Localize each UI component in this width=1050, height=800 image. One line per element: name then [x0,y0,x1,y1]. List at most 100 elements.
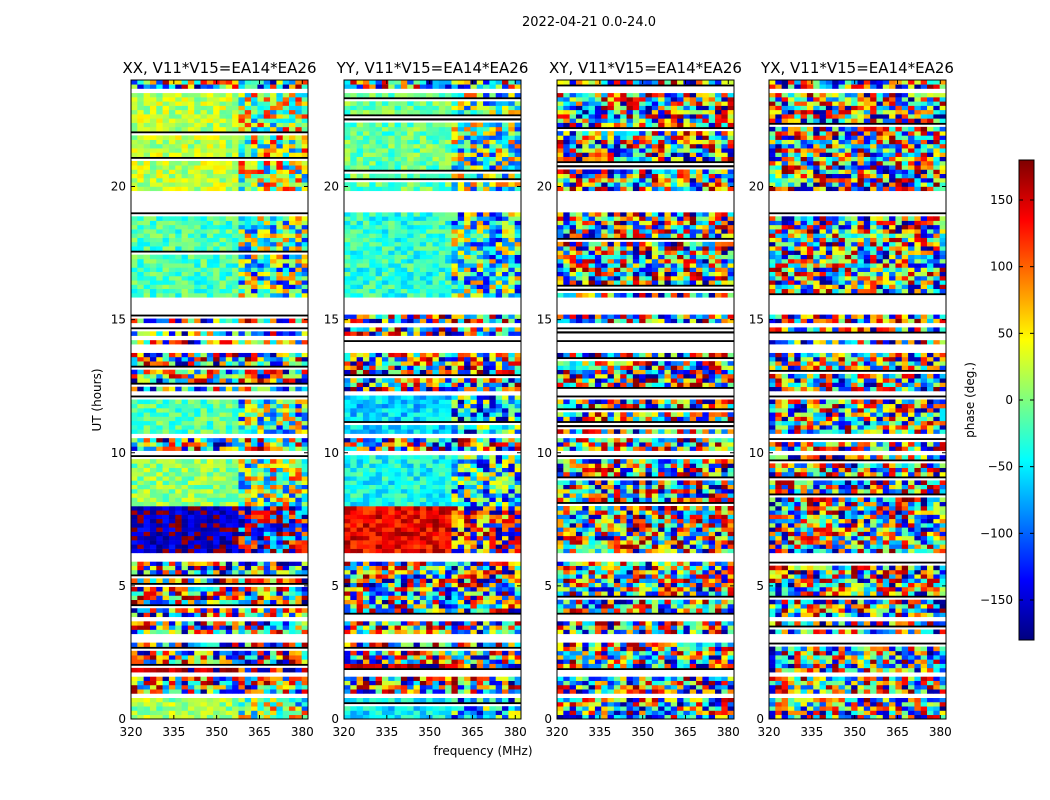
heatmap-cell [407,535,414,541]
heatmap-cell [400,416,408,422]
heatmap-cell [187,105,195,111]
heatmap-cell [168,697,176,703]
heatmap-cell [137,267,144,272]
x-tick-label: 335 [162,725,185,739]
heatmap-cell [168,459,176,464]
heatmap-cell [194,143,201,149]
heatmap-cell [143,263,151,268]
heatmap-cell [470,663,478,669]
heatmap-cell [438,501,446,507]
heatmap-cell [514,437,521,443]
heatmap-cell [206,139,214,145]
flagged-gap [131,335,308,341]
heatmap-cell [464,408,471,413]
heatmap-cell [400,459,408,464]
heatmap-cell [194,139,201,145]
heatmap-cell [175,101,182,106]
heatmap-cell [181,476,189,481]
heatmap-cell [301,527,308,532]
heatmap-cell [225,220,233,226]
heatmap-cell [276,476,284,481]
heatmap-cell [168,284,176,290]
heatmap-cell [407,659,414,664]
heatmap-cell [400,403,408,409]
heatmap-cell [464,710,471,716]
heatmap-cell [464,442,471,447]
heatmap-cell [238,608,246,613]
heatmap-cell [451,591,459,596]
heatmap-cell [244,408,252,413]
heatmap-cell [175,352,182,358]
heatmap-cell [276,271,284,277]
heatmap-cell [432,488,440,494]
heatmap-cell [438,595,446,601]
heatmap-cell [394,608,402,613]
heatmap-cell [413,540,421,545]
heatmap-cell [200,241,208,247]
heatmap-cell [445,514,452,520]
heatmap-cell [413,403,421,409]
heatmap-cell [168,139,176,145]
heatmap-cell [149,591,157,596]
heatmap-cell [438,442,446,447]
heatmap-cell [219,109,227,115]
heatmap-cell [502,403,509,409]
heatmap-cell [394,480,402,485]
heatmap-cell [514,484,521,490]
heatmap-cell [457,642,465,647]
heatmap-cell [225,684,233,690]
heatmap-cell [156,569,163,575]
heatmap-cell [149,561,157,566]
heatmap-cell [438,454,446,460]
heatmap-cell [219,595,227,601]
heatmap-cell [187,714,195,719]
heatmap-cell [362,655,370,660]
heatmap-cell [508,395,515,400]
heatmap-cell [244,420,252,426]
heatmap-cell [225,676,233,681]
heatmap-cell [362,429,370,434]
heatmap-cell [156,680,163,686]
heatmap-cell [381,595,389,601]
heatmap-cell [181,216,189,221]
heatmap-cell [194,446,201,451]
heatmap-cell [356,689,364,694]
heatmap-cell [270,241,277,247]
heatmap-cell [432,591,440,596]
heatmap-cell [187,182,195,187]
heatmap-cell [489,680,497,686]
heatmap-cell [464,650,471,656]
heatmap-cell [168,114,176,119]
heatmap-cell [451,655,459,660]
heatmap-cell [232,608,239,613]
heatmap-cell [181,182,189,187]
heatmap-cell [502,480,509,485]
heatmap-cell [388,535,395,541]
heatmap-cell [394,510,402,515]
heatmap-cell [168,182,176,187]
heatmap-cell [194,510,201,515]
heatmap-cell [181,224,189,230]
heatmap-cell [295,105,302,111]
heatmap-cell [232,152,239,157]
heatmap-cell [131,540,138,545]
heatmap-cell [445,608,452,613]
heatmap-cell [457,425,465,430]
heatmap-cell [238,122,246,128]
heatmap-cell [137,599,144,605]
heatmap-cell [156,467,163,473]
heatmap-cell [206,535,214,541]
heatmap-cell [225,476,233,481]
heatmap-cell [419,680,427,686]
heatmap-cell [131,288,138,294]
heatmap-cell [257,714,265,719]
heatmap-cell [483,399,490,405]
heatmap-cell [244,706,252,711]
heatmap-cell [131,386,138,392]
heatmap-cell [282,621,290,626]
heatmap-cell [143,684,151,690]
heatmap-cell [162,152,170,157]
heatmap-cell [194,216,201,221]
heatmap-cell [175,514,182,520]
heatmap-cell [213,160,220,166]
